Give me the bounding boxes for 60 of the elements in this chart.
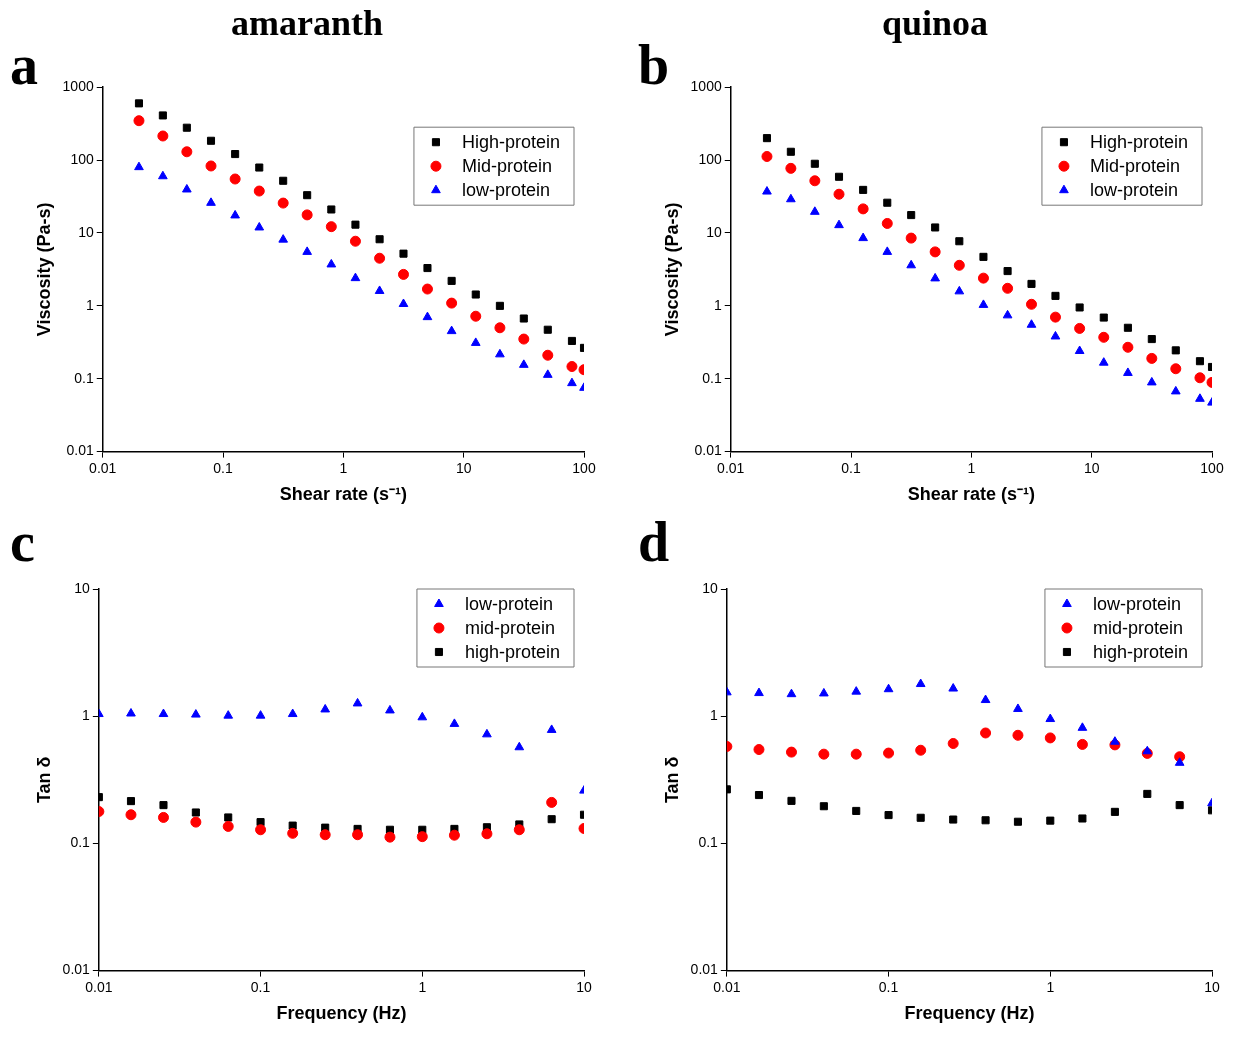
y-tick-label: 10	[702, 579, 719, 596]
x-tick-label: 0.1	[250, 978, 271, 995]
y-axis-title: Tan δ	[661, 756, 682, 804]
y-tick-label: 0.1	[702, 369, 722, 386]
y-tick-label: 1	[82, 707, 91, 724]
y-tick-label: 10	[706, 223, 722, 240]
legend-label: mid-protein	[464, 617, 555, 638]
x-axis-title: Frequency (Hz)	[276, 1003, 407, 1024]
x-tick-label: 10	[576, 978, 592, 995]
legend-label: high-protein	[464, 641, 560, 662]
y-tick-label: 0.01	[694, 442, 722, 459]
legend-label: Mid-protein	[461, 156, 552, 177]
y-tick-label: 1000	[62, 78, 94, 95]
y-tick-label: 0.1	[698, 834, 719, 851]
chart-title: amaranth	[231, 2, 383, 43]
x-tick-label: 100	[572, 459, 596, 476]
legend-label: mid-protein	[1092, 617, 1183, 638]
y-tick-label: 1	[713, 296, 722, 313]
x-tick-label: 10	[455, 459, 472, 476]
y-axis-title: Viscosity (Pa-s)	[661, 202, 682, 337]
x-axis-title: Shear rate (s⁻¹)	[907, 484, 1035, 505]
y-axis-title: Viscosity (Pa-s)	[33, 202, 54, 337]
y-tick-label: 0.01	[62, 961, 91, 978]
legend-label: Mid-protein	[1089, 156, 1180, 177]
y-tick-label: 1000	[690, 78, 722, 95]
x-tick-label: 0.1	[841, 459, 861, 476]
legend-label: low-protein	[1092, 593, 1181, 614]
y-tick-label: 1	[85, 296, 94, 313]
legend-label: High-protein	[1089, 132, 1189, 153]
x-axis-title: Shear rate (s⁻¹)	[279, 484, 407, 505]
x-tick-label: 10	[1083, 459, 1100, 476]
y-tick-label: 0.01	[690, 961, 719, 978]
legend-label: low-protein	[464, 593, 553, 614]
y-tick-label: 0.01	[66, 442, 94, 459]
legend-label: High-protein	[461, 132, 561, 153]
y-tick-label: 0.1	[74, 369, 94, 386]
x-tick-label: 1	[967, 459, 976, 476]
x-tick-label: 1	[418, 978, 427, 995]
legend-label: low-protein	[461, 180, 550, 201]
x-tick-label: 10	[1204, 978, 1220, 995]
legend-label: low-protein	[1089, 180, 1178, 201]
y-tick-label: 10	[74, 579, 91, 596]
x-tick-label: 0.1	[878, 978, 899, 995]
chart-title: quinoa	[881, 2, 989, 43]
text: b	[638, 34, 670, 97]
text: d	[638, 511, 670, 574]
y-tick-label: 100	[70, 150, 94, 167]
x-tick-label: 1	[339, 459, 348, 476]
y-tick-label: 10	[78, 223, 94, 240]
y-tick-label: 1	[710, 707, 719, 724]
text: c	[10, 511, 35, 574]
x-tick-label: 1	[1046, 978, 1055, 995]
y-axis-title: Tan δ	[33, 756, 54, 804]
y-tick-label: 0.1	[70, 834, 91, 851]
text: a	[10, 34, 38, 97]
x-axis-title: Frequency (Hz)	[904, 1003, 1035, 1024]
legend-label: high-protein	[1092, 641, 1188, 662]
x-tick-label: 100	[1200, 459, 1224, 476]
x-tick-label: 0.1	[213, 459, 233, 476]
y-tick-label: 100	[698, 150, 722, 167]
